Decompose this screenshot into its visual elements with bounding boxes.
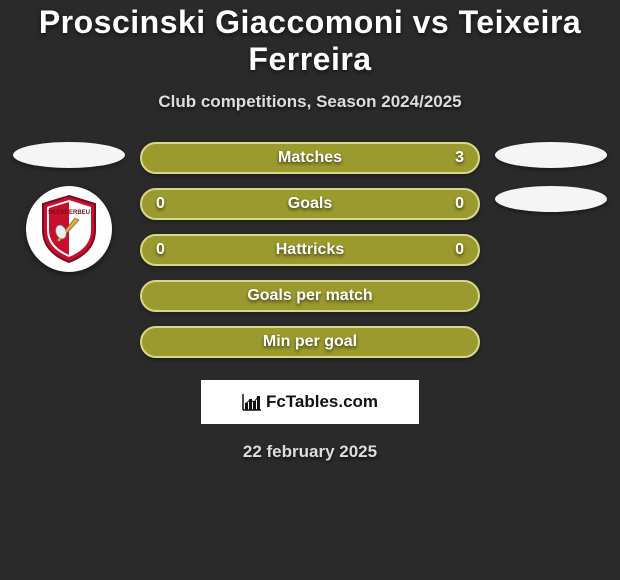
stat-label: Goals per match — [247, 287, 372, 305]
club-crest-left: SKENDERBEU — [26, 186, 112, 272]
stat-row-min-per-goal: Min per goal — [140, 326, 480, 358]
comparison-area: SKENDERBEU Matches 3 0 Goals 0 — [0, 142, 620, 372]
left-player-col: SKENDERBEU — [8, 142, 130, 272]
stat-left-value: 0 — [156, 195, 165, 213]
stat-row-hattricks: 0 Hattricks 0 — [140, 234, 480, 266]
stat-row-goals: 0 Goals 0 — [140, 188, 480, 220]
brand-box[interactable]: FcTables.com — [201, 380, 419, 424]
stat-label: Min per goal — [263, 333, 357, 351]
brand-label: FcTables.com — [266, 392, 378, 412]
stat-row-goals-per-match: Goals per match — [140, 280, 480, 312]
shield-icon: SKENDERBEU — [39, 194, 99, 264]
stat-right-value: 0 — [455, 195, 464, 213]
player-oval-right-1 — [495, 142, 607, 168]
player-oval-right-2 — [495, 186, 607, 212]
subtitle: Club competitions, Season 2024/2025 — [0, 92, 620, 112]
footer-date: 22 february 2025 — [0, 442, 620, 462]
stat-left-value: 0 — [156, 241, 165, 259]
player-oval-left — [13, 142, 125, 168]
stat-rows: Matches 3 0 Goals 0 0 Hattricks 0 Goals … — [140, 142, 480, 372]
stat-row-matches: Matches 3 — [140, 142, 480, 174]
crest-text: SKENDERBEU — [48, 210, 90, 216]
page-title: Proscinski Giaccomoni vs Teixeira Ferrei… — [0, 4, 620, 78]
stat-right-value: 0 — [455, 241, 464, 259]
stat-label: Matches — [278, 149, 342, 167]
stat-right-value: 3 — [455, 149, 464, 167]
stat-label: Goals — [288, 195, 332, 213]
right-player-col — [490, 142, 612, 230]
bar-chart-icon — [242, 393, 262, 411]
stat-label: Hattricks — [276, 241, 344, 259]
